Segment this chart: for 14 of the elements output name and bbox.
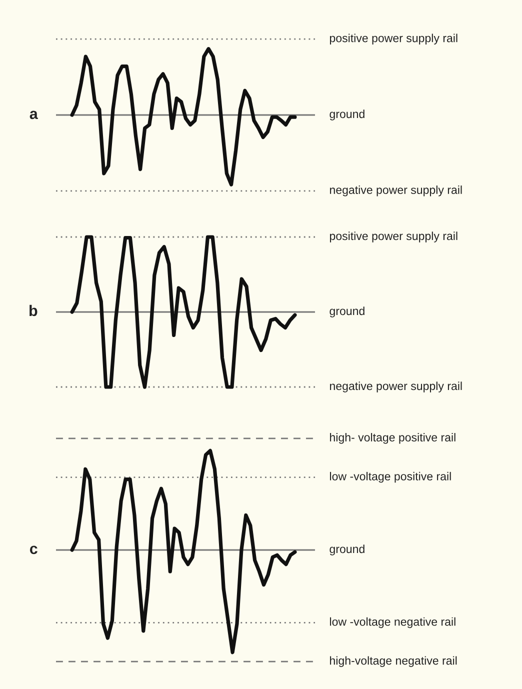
- ref-line-label: negative power supply rail: [330, 186, 462, 196]
- text: a: [30, 110, 38, 120]
- ref-line-label: ground: [330, 306, 364, 318]
- text: b: [30, 304, 38, 316]
- ref-line-label: ground: [330, 544, 364, 556]
- ref-line-label: low -voltage positive rail: [330, 472, 451, 483]
- ref-line-label: negative power supply rail: [330, 382, 462, 392]
- ref-line-label: positive power supply rail: [330, 232, 458, 242]
- ref-line-label: ground: [330, 110, 364, 120]
- ref-line-label: high-voltage negative rail: [330, 656, 457, 667]
- ref-line-label: positive power supply rail: [330, 34, 458, 44]
- ref-line-label: high- voltage positive rail: [330, 433, 456, 444]
- ref-line-label: low -voltage negative rail: [330, 617, 456, 628]
- text: c: [30, 546, 38, 554]
